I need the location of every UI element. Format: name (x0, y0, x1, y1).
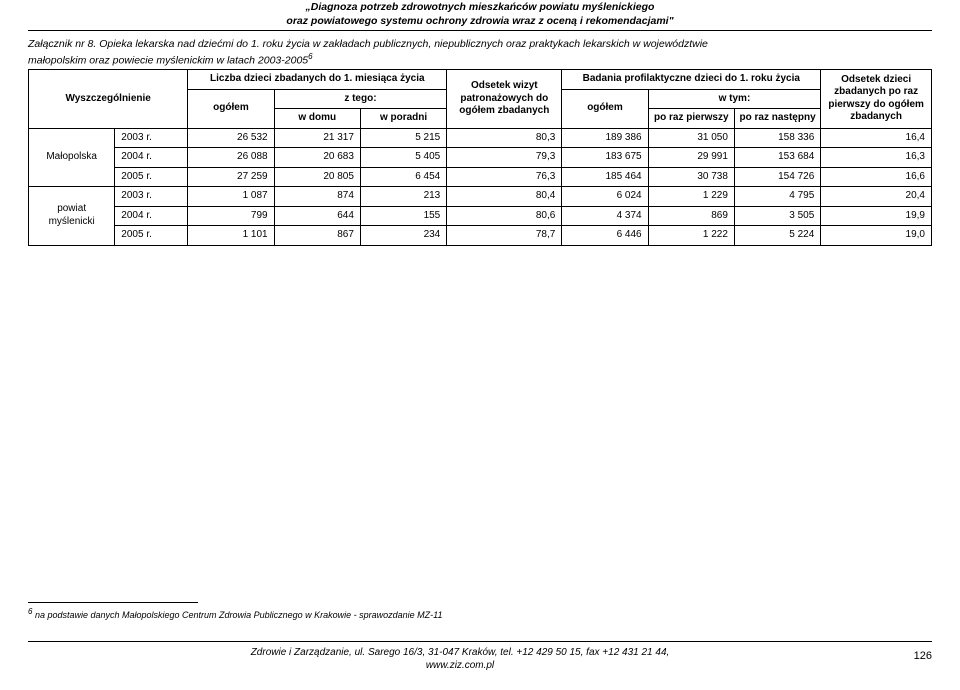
cell: 31 050 (648, 128, 734, 148)
footer-line1: Zdrowie i Zarządzanie, ul. Sarego 16/3, … (251, 647, 670, 658)
footnote-separator (28, 602, 198, 603)
cell: 4 795 (734, 187, 820, 207)
footer-text: Zdrowie i Zarządzanie, ul. Sarego 16/3, … (28, 646, 892, 672)
table-row: 2005 r. 27 259 20 805 6 454 76,3 185 464… (29, 167, 932, 187)
year-cell: 2005 r. (115, 167, 188, 187)
year-cell: 2003 r. (115, 187, 188, 207)
cell: 16,6 (821, 167, 932, 187)
footnote-ref: 6 (308, 52, 312, 61)
cell: 185 464 (562, 167, 648, 187)
cell: 6 024 (562, 187, 648, 207)
table-row: 2004 r. 799 644 155 80,6 4 374 869 3 505… (29, 206, 932, 226)
year-cell: 2004 r. (115, 206, 188, 226)
cell: 80,3 (447, 128, 562, 148)
footer-line2: www.ziz.com.pl (426, 660, 494, 671)
cell: 874 (274, 187, 360, 207)
th-odsetek-dzieci: Odsetek dzieci zbadanych po raz pierwszy… (821, 70, 932, 129)
doc-title-line1: „Diagnoza potrzeb zdrowotnych mieszkańcó… (306, 1, 655, 13)
table-row: 2004 r. 26 088 20 683 5 405 79,3 183 675… (29, 148, 932, 168)
cell: 153 684 (734, 148, 820, 168)
th-poraz2: po raz następny (734, 109, 820, 129)
attachment-title-2: małopolskim oraz powiecie myślenickim w … (28, 54, 308, 66)
cell: 189 386 (562, 128, 648, 148)
cell: 26 088 (188, 148, 274, 168)
cell: 867 (274, 226, 360, 246)
attachment-heading: Załącznik nr 8. Opieka lekarska nad dzie… (28, 37, 932, 67)
cell: 19,0 (821, 226, 932, 246)
cell: 80,6 (447, 206, 562, 226)
cell: 1 101 (188, 226, 274, 246)
cell: 16,4 (821, 128, 932, 148)
cell: 234 (360, 226, 446, 246)
th-ogolem-2: ogółem (562, 89, 648, 128)
cell: 3 505 (734, 206, 820, 226)
cell: 5 215 (360, 128, 446, 148)
cell: 80,4 (447, 187, 562, 207)
th-odsetek-wizyt: Odsetek wizyt patronażowych do ogółem zb… (447, 70, 562, 129)
cell: 183 675 (562, 148, 648, 168)
cell: 16,3 (821, 148, 932, 168)
cell: 1 229 (648, 187, 734, 207)
cell: 20 683 (274, 148, 360, 168)
th-wporadni: w poradni (360, 109, 446, 129)
cell: 5 224 (734, 226, 820, 246)
doc-title-line2: oraz powiatowego systemu ochrony zdrowia… (286, 15, 673, 27)
group-label: Małopolska (29, 128, 115, 187)
cell: 29 991 (648, 148, 734, 168)
footnote-text: 6 na podstawie danych Małopolskiego Cent… (28, 607, 932, 620)
th-wdomu: w domu (274, 109, 360, 129)
cell: 26 532 (188, 128, 274, 148)
cell: 1 222 (648, 226, 734, 246)
cell: 27 259 (188, 167, 274, 187)
th-poraz1: po raz pierwszy (648, 109, 734, 129)
th-liczba: Liczba dzieci zbadanych do 1. miesiąca ż… (188, 70, 447, 90)
cell: 76,3 (447, 167, 562, 187)
group-label: powiat myślenicki (29, 187, 115, 246)
th-ogolem-1: ogółem (188, 89, 274, 128)
cell: 4 374 (562, 206, 648, 226)
th-wyszczegolnienie: Wyszczególnienie (29, 70, 188, 129)
cell: 869 (648, 206, 734, 226)
doc-title: „Diagnoza potrzeb zdrowotnych mieszkańcó… (28, 0, 932, 31)
table-row: 2005 r. 1 101 867 234 78,7 6 446 1 222 5… (29, 226, 932, 246)
year-cell: 2003 r. (115, 128, 188, 148)
footnote-block: 6 na podstawie danych Małopolskiego Cent… (28, 602, 932, 620)
cell: 79,3 (447, 148, 562, 168)
attachment-title-1: Opieka lekarska nad dziećmi do 1. roku ż… (96, 38, 708, 50)
cell: 21 317 (274, 128, 360, 148)
cell: 78,7 (447, 226, 562, 246)
th-badania: Badania profilaktyczne dzieci do 1. roku… (562, 70, 821, 90)
cell: 799 (188, 206, 274, 226)
cell: 6 454 (360, 167, 446, 187)
table-row: Małopolska 2003 r. 26 532 21 317 5 215 8… (29, 128, 932, 148)
footer: Zdrowie i Zarządzanie, ul. Sarego 16/3, … (28, 641, 932, 672)
attachment-label: Załącznik nr 8. (28, 38, 96, 50)
th-wtym: w tym: (648, 89, 821, 109)
th-ztego: z tego: (274, 89, 447, 109)
cell: 6 446 (562, 226, 648, 246)
cell: 158 336 (734, 128, 820, 148)
cell: 20 805 (274, 167, 360, 187)
footnote-body: na podstawie danych Małopolskiego Centru… (32, 610, 442, 620)
cell: 20,4 (821, 187, 932, 207)
cell: 644 (274, 206, 360, 226)
year-cell: 2004 r. (115, 148, 188, 168)
page-number: 126 (892, 646, 932, 662)
cell: 19,9 (821, 206, 932, 226)
data-table: Wyszczególnienie Liczba dzieci zbadanych… (28, 69, 932, 246)
cell: 1 087 (188, 187, 274, 207)
cell: 30 738 (648, 167, 734, 187)
cell: 155 (360, 206, 446, 226)
table-row: powiat myślenicki 2003 r. 1 087 874 213 … (29, 187, 932, 207)
year-cell: 2005 r. (115, 226, 188, 246)
cell: 154 726 (734, 167, 820, 187)
cell: 5 405 (360, 148, 446, 168)
cell: 213 (360, 187, 446, 207)
